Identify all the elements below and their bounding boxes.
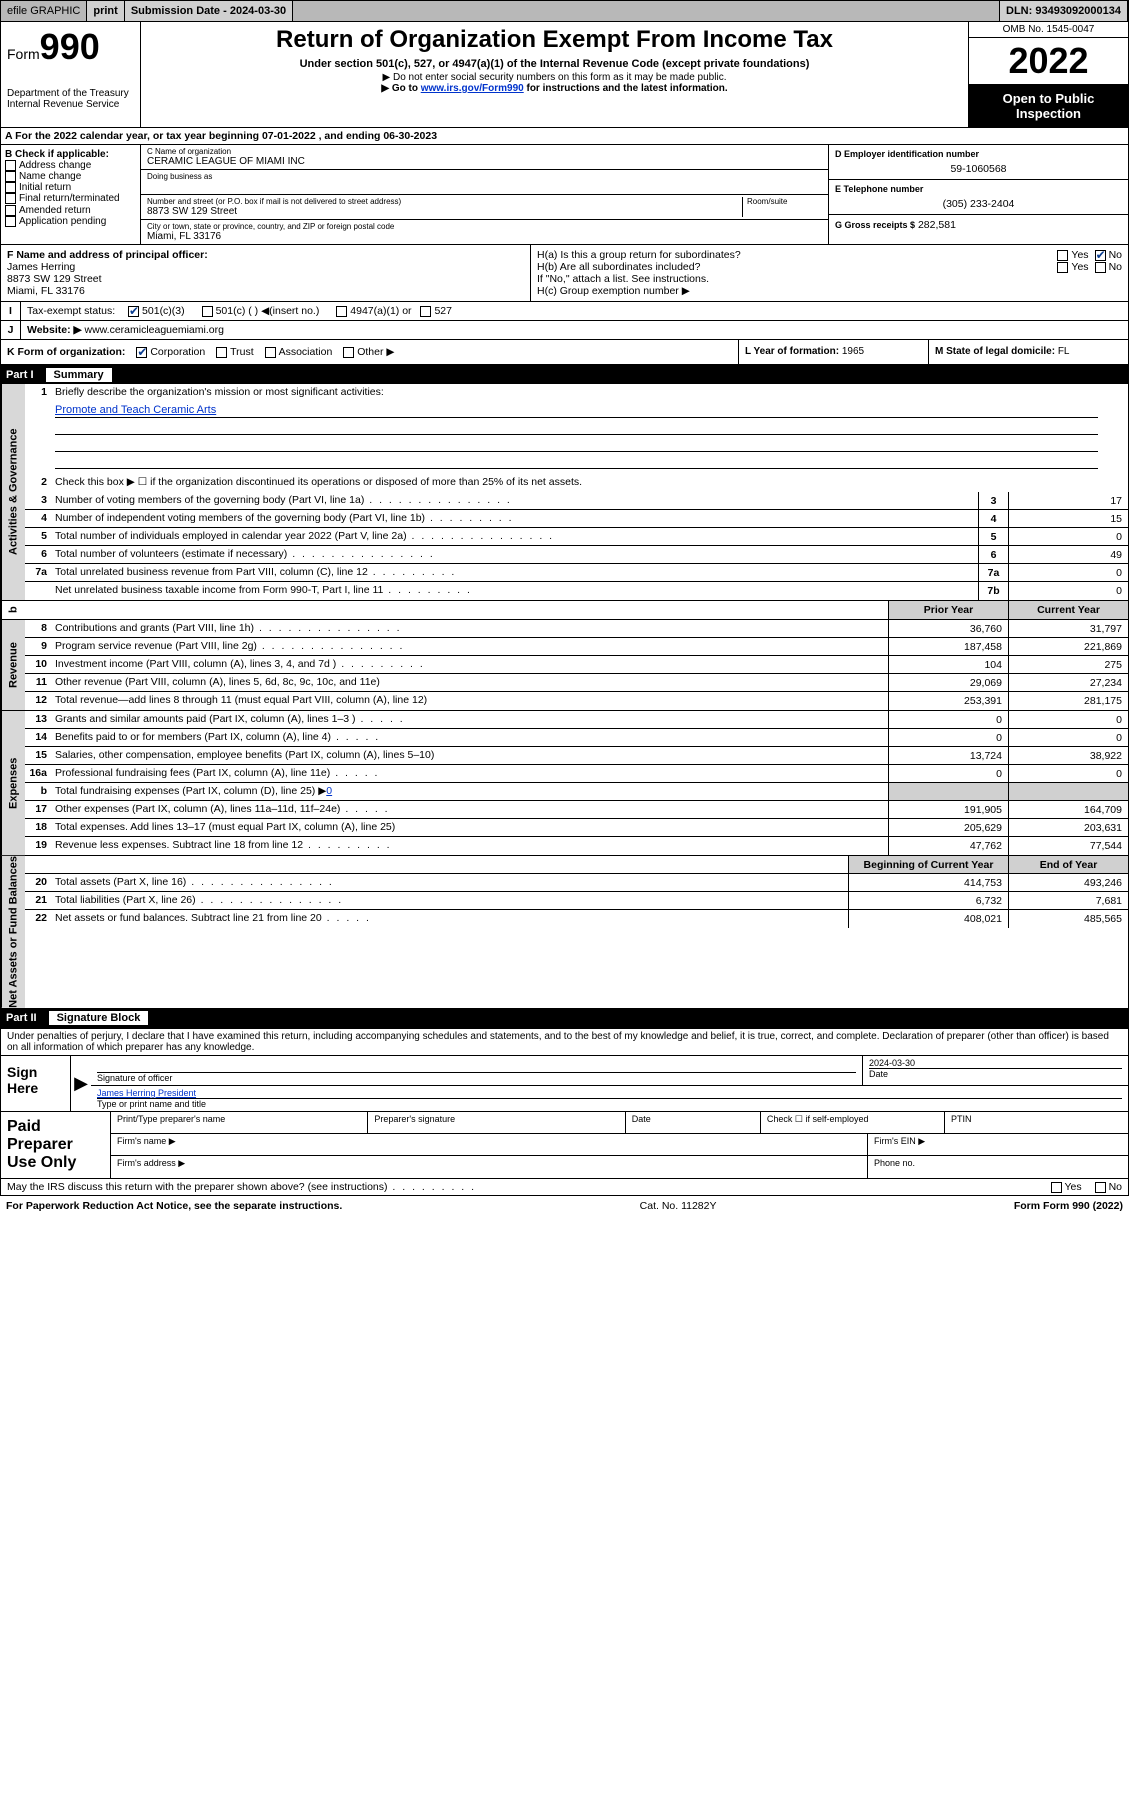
officer-name-link[interactable]: James Herring President [97,1088,196,1098]
open-inspection: Open to Public Inspection [969,85,1128,127]
ha-yes[interactable]: Yes [1057,249,1088,261]
col-headers: b Prior YearCurrent Year [0,601,1129,620]
signature-block: Under penalties of perjury, I declare th… [0,1027,1129,1112]
print-button[interactable]: print [87,1,124,21]
state-domicile: FL [1058,346,1070,357]
fh-row: F Name and address of principal officer:… [0,245,1129,302]
form-number: Form990 [7,26,134,68]
val-6: 49 [1008,546,1128,563]
arrow-icon: ▶ [71,1056,91,1111]
form-header: Form990 Department of the Treasury Inter… [0,22,1129,128]
box-c: C Name of organization CERAMIC LEAGUE OF… [141,145,828,244]
klm-row: K Form of organization: Corporation Trus… [0,340,1129,366]
gross-receipts: 282,581 [918,219,956,231]
part1-header: Part I Summary [0,366,1129,384]
cb-pending[interactable]: Application pending [5,216,136,227]
section-revenue: Revenue 8Contributions and grants (Part … [0,620,1129,711]
cb-assoc[interactable]: Association [265,346,333,358]
box-h: H(a) Is this a group return for subordin… [531,245,1128,301]
subtitle-3: ▶ Go to www.irs.gov/Form990 for instruct… [149,83,960,94]
vtab-activities: Activities & Governance [1,384,25,600]
phone: (305) 233-2404 [835,194,1122,210]
cb-other[interactable]: Other ▶ [343,346,394,358]
cb-initial-return[interactable]: Initial return [5,182,136,193]
discuss-no[interactable]: No [1095,1181,1122,1193]
cb-name-change[interactable]: Name change [5,171,136,182]
subtitle-2: ▶ Do not enter social security numbers o… [149,72,960,83]
efile-label: efile GRAPHIC [1,1,87,21]
org-name: CERAMIC LEAGUE OF MIAMI INC [147,156,822,167]
val-7b: 0 [1008,582,1128,600]
cb-amended[interactable]: Amended return [5,205,136,216]
paid-preparer-label: Paid Preparer Use Only [1,1112,111,1178]
row-i: I Tax-exempt status: 501(c)(3) 501(c) ( … [0,302,1129,321]
form-title: Return of Organization Exempt From Incom… [149,26,960,54]
year-formation: 1965 [842,346,864,357]
tax-year: 2022 [969,38,1128,85]
ein: 59-1060568 [835,159,1122,175]
cb-address-change[interactable]: Address change [5,160,136,171]
section-expenses: Expenses 13Grants and similar amounts pa… [0,711,1129,856]
cb-final-return[interactable]: Final return/terminated [5,193,136,204]
bottom-row: For Paperwork Reduction Act Notice, see … [0,1196,1129,1216]
section-netassets: Net Assets or Fund Balances Beginning of… [0,856,1129,1009]
submission-date: Submission Date - 2024-03-30 [125,1,293,21]
website: www.ceramicleaguemiami.org [84,324,223,336]
dept-treasury: Department of the Treasury Internal Reve… [7,88,134,110]
row-j: J Website: ▶ www.ceramicleaguemiami.org [0,321,1129,340]
mission-link[interactable]: Promote and Teach Ceramic Arts [55,404,216,416]
sign-here-label: Sign Here [1,1056,71,1111]
discuss-yes[interactable]: Yes [1051,1181,1082,1193]
mission: Promote and Teach Ceramic Arts [25,402,1128,474]
val-7a: 0 [1008,564,1128,581]
val-4: 15 [1008,510,1128,527]
subtitle-1: Under section 501(c), 527, or 4947(a)(1)… [149,58,960,70]
discuss-row: May the IRS discuss this return with the… [0,1179,1129,1196]
hb-no[interactable]: No [1095,261,1122,273]
val-5: 0 [1008,528,1128,545]
period-row: A For the 2022 calendar year, or tax yea… [0,128,1129,145]
vtab-netassets: Net Assets or Fund Balances [1,856,25,1008]
cb-trust[interactable]: Trust [216,346,254,358]
box-b: B Check if applicable: Address change Na… [1,145,141,244]
cb-501c[interactable]: 501(c) ( ) ◀(insert no.) [202,305,320,317]
section-activities: Activities & Governance 1 Briefly descri… [0,384,1129,601]
omb-number: OMB No. 1545-0047 [969,22,1128,38]
fundraising-link[interactable]: 0 [326,785,332,797]
box-f: F Name and address of principal officer:… [1,245,531,301]
hb-yes[interactable]: Yes [1057,261,1088,273]
dln-label: DLN: 93493092000134 [999,1,1128,21]
vtab-revenue: Revenue [1,620,25,710]
box-right: D Employer identification number 59-1060… [828,145,1128,244]
ha-no[interactable]: No [1095,249,1122,261]
part2-header: Part II Signature Block [0,1009,1129,1027]
cb-527[interactable]: 527 [420,305,452,317]
cb-501c3[interactable]: 501(c)(3) [128,305,185,317]
paid-preparer-block: Paid Preparer Use Only Print/Type prepar… [0,1112,1129,1179]
top-bar: efile GRAPHIC print Submission Date - 20… [0,0,1129,22]
org-city: Miami, FL 33176 [147,231,822,242]
org-street: 8873 SW 129 Street [147,206,742,217]
info-block: B Check if applicable: Address change Na… [0,145,1129,245]
irs-link[interactable]: www.irs.gov/Form990 [421,83,524,94]
cb-4947[interactable]: 4947(a)(1) or [336,305,411,317]
val-3: 17 [1008,492,1128,509]
vtab-expenses: Expenses [1,711,25,855]
cb-corp[interactable]: Corporation [136,346,205,358]
